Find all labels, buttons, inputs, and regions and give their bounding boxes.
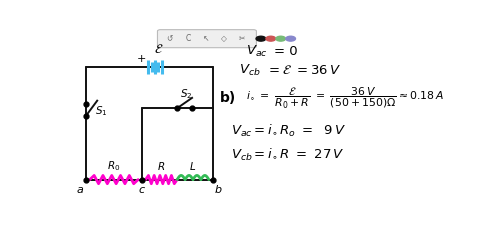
FancyBboxPatch shape — [157, 30, 256, 48]
Circle shape — [256, 36, 266, 41]
Text: b): b) — [220, 91, 236, 105]
Text: $R_0$: $R_0$ — [107, 160, 120, 173]
Text: ✂: ✂ — [239, 34, 245, 43]
Text: ↺: ↺ — [167, 34, 173, 43]
Text: $V_{ac}$: $V_{ac}$ — [246, 44, 268, 59]
Circle shape — [286, 36, 296, 41]
Text: a: a — [77, 185, 84, 195]
Text: C: C — [185, 34, 191, 43]
Text: $i_{\circ}\ =\ \dfrac{\mathcal{E}}{R_0+R}\ =\ \dfrac{36\,V}{(50+150)\Omega}\appr: $i_{\circ}\ =\ \dfrac{\mathcal{E}}{R_0+R… — [246, 85, 444, 110]
Circle shape — [276, 36, 286, 41]
Text: $R$: $R$ — [157, 161, 166, 173]
Text: b: b — [215, 185, 222, 195]
Text: $V_{cb}$: $V_{cb}$ — [239, 63, 260, 78]
Text: $V_{cb} = i_{\circ}\,R\ =\ 27\,V$: $V_{cb} = i_{\circ}\,R\ =\ 27\,V$ — [231, 147, 345, 163]
Text: $V_{ac} = i_{\circ}\,R_o\ =\ \ 9\,V$: $V_{ac} = i_{\circ}\,R_o\ =\ \ 9\,V$ — [231, 123, 347, 139]
Circle shape — [266, 36, 276, 41]
Text: $L$: $L$ — [190, 161, 197, 173]
Text: ◇: ◇ — [221, 34, 227, 43]
Text: $S_1$: $S_1$ — [96, 104, 108, 118]
Text: c: c — [139, 185, 145, 195]
Text: ↖: ↖ — [203, 34, 209, 43]
Text: $\mathcal{E}$: $\mathcal{E}$ — [154, 43, 163, 56]
Text: +: + — [137, 54, 146, 64]
Text: $S_2$: $S_2$ — [180, 87, 192, 101]
Text: = 0: = 0 — [274, 45, 298, 58]
Text: $= \mathcal{E}\ = 36\,V$: $= \mathcal{E}\ = 36\,V$ — [266, 64, 341, 77]
